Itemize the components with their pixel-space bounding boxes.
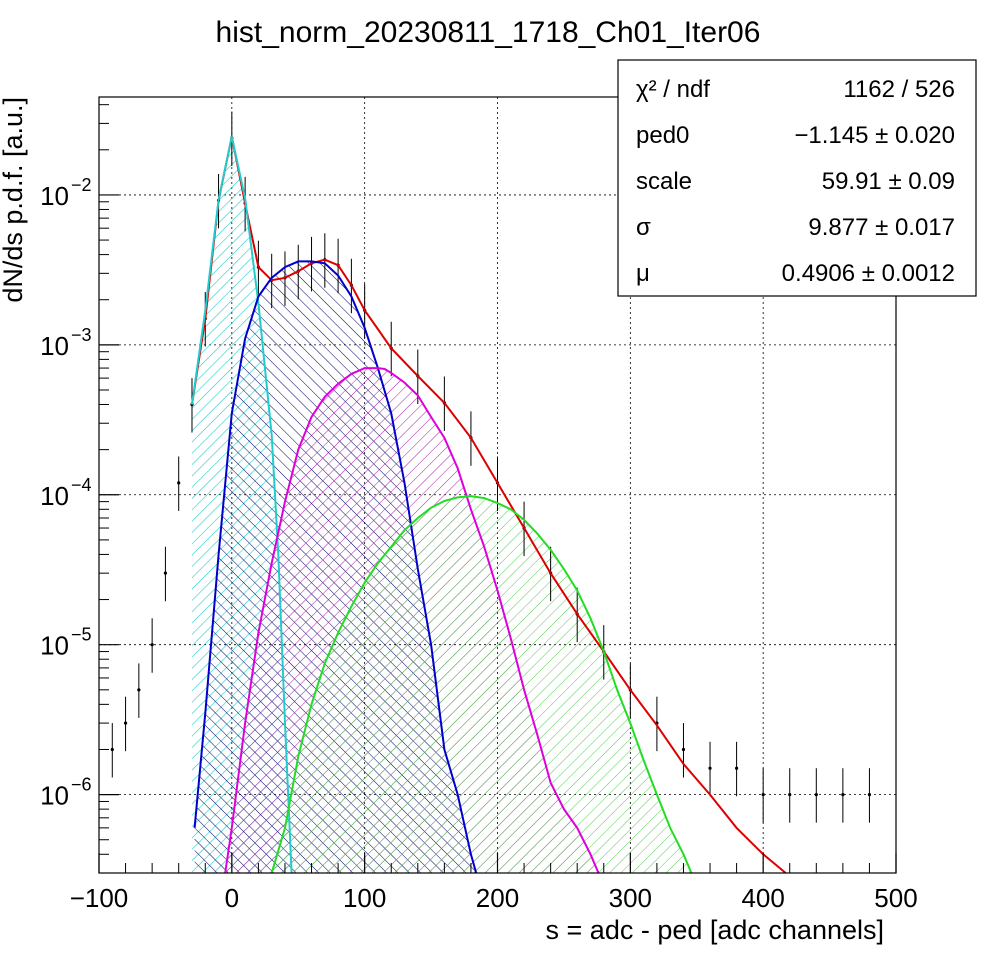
fit-curves [191,136,787,873]
chart-title: hist_norm_20230811_1718_Ch01_Iter06 [216,16,761,49]
data-point [137,688,141,692]
x-tick-label: 400 [741,883,784,913]
stats-box: χ² / ndf 1162 / 526 ped0 −1.145 ± 0.020 scal… [617,59,977,297]
data-point [163,571,168,575]
data-point [841,793,845,797]
data-point [150,643,154,647]
y-axis-title: dN/ds p.d.f. [a.u.] [0,97,28,303]
stats-box-frame [617,59,977,297]
stats-name: scale [636,168,692,195]
stats-value: 1162 / 526 [843,76,955,103]
y-tick-label: 10 [40,631,69,661]
stats-value: 9.877 ± 0.017 [808,214,955,241]
data-point [761,793,765,797]
component-fills [192,136,692,873]
y-tick-exponent: −4 [71,475,92,495]
data-point [708,766,712,770]
component-curve-pe3 [270,495,693,873]
fit-curve [191,136,787,873]
stats-name: μ [636,260,650,287]
y-tick-label: 10 [40,481,69,511]
x-tick-label: 500 [874,883,917,913]
data-point [110,747,114,752]
data-point [123,721,128,725]
x-axis-title: s = adc - ped [adc channels] [546,915,884,945]
data-point [867,793,872,797]
component-fill-pe3 [271,496,692,873]
component-curve-pe2 [224,367,600,873]
component-curve-ped [191,136,293,873]
data-point [681,747,686,752]
data-point [814,793,818,797]
y-tick-exponent: −5 [71,625,92,645]
stats-name: χ² / ndf [636,76,710,103]
data-point [177,481,181,485]
y-tick-label: 10 [40,331,69,361]
y-tick-exponent: −2 [71,175,92,195]
x-tick-label: 200 [476,883,519,913]
stats-name: σ [636,214,651,241]
x-tick-label: 300 [609,883,652,913]
component-curve-pe1 [193,260,478,873]
data-point [735,766,739,770]
y-tick-label: 10 [40,781,69,811]
stats-value: −1.145 ± 0.020 [794,122,955,149]
stats-value: 59.91 ± 0.09 [822,168,955,195]
y-tick-exponent: −6 [71,775,92,795]
stats-value: 0.4906 ± 0.0012 [782,260,955,287]
x-tick-label: −100 [70,883,129,913]
x-tick-label: 0 [225,883,239,913]
y-tick-exponent: −3 [71,325,92,345]
stats-name: ped0 [636,122,689,149]
x-tick-label: 100 [343,883,386,913]
y-tick-label: 10 [40,181,69,211]
data-point [788,793,792,797]
